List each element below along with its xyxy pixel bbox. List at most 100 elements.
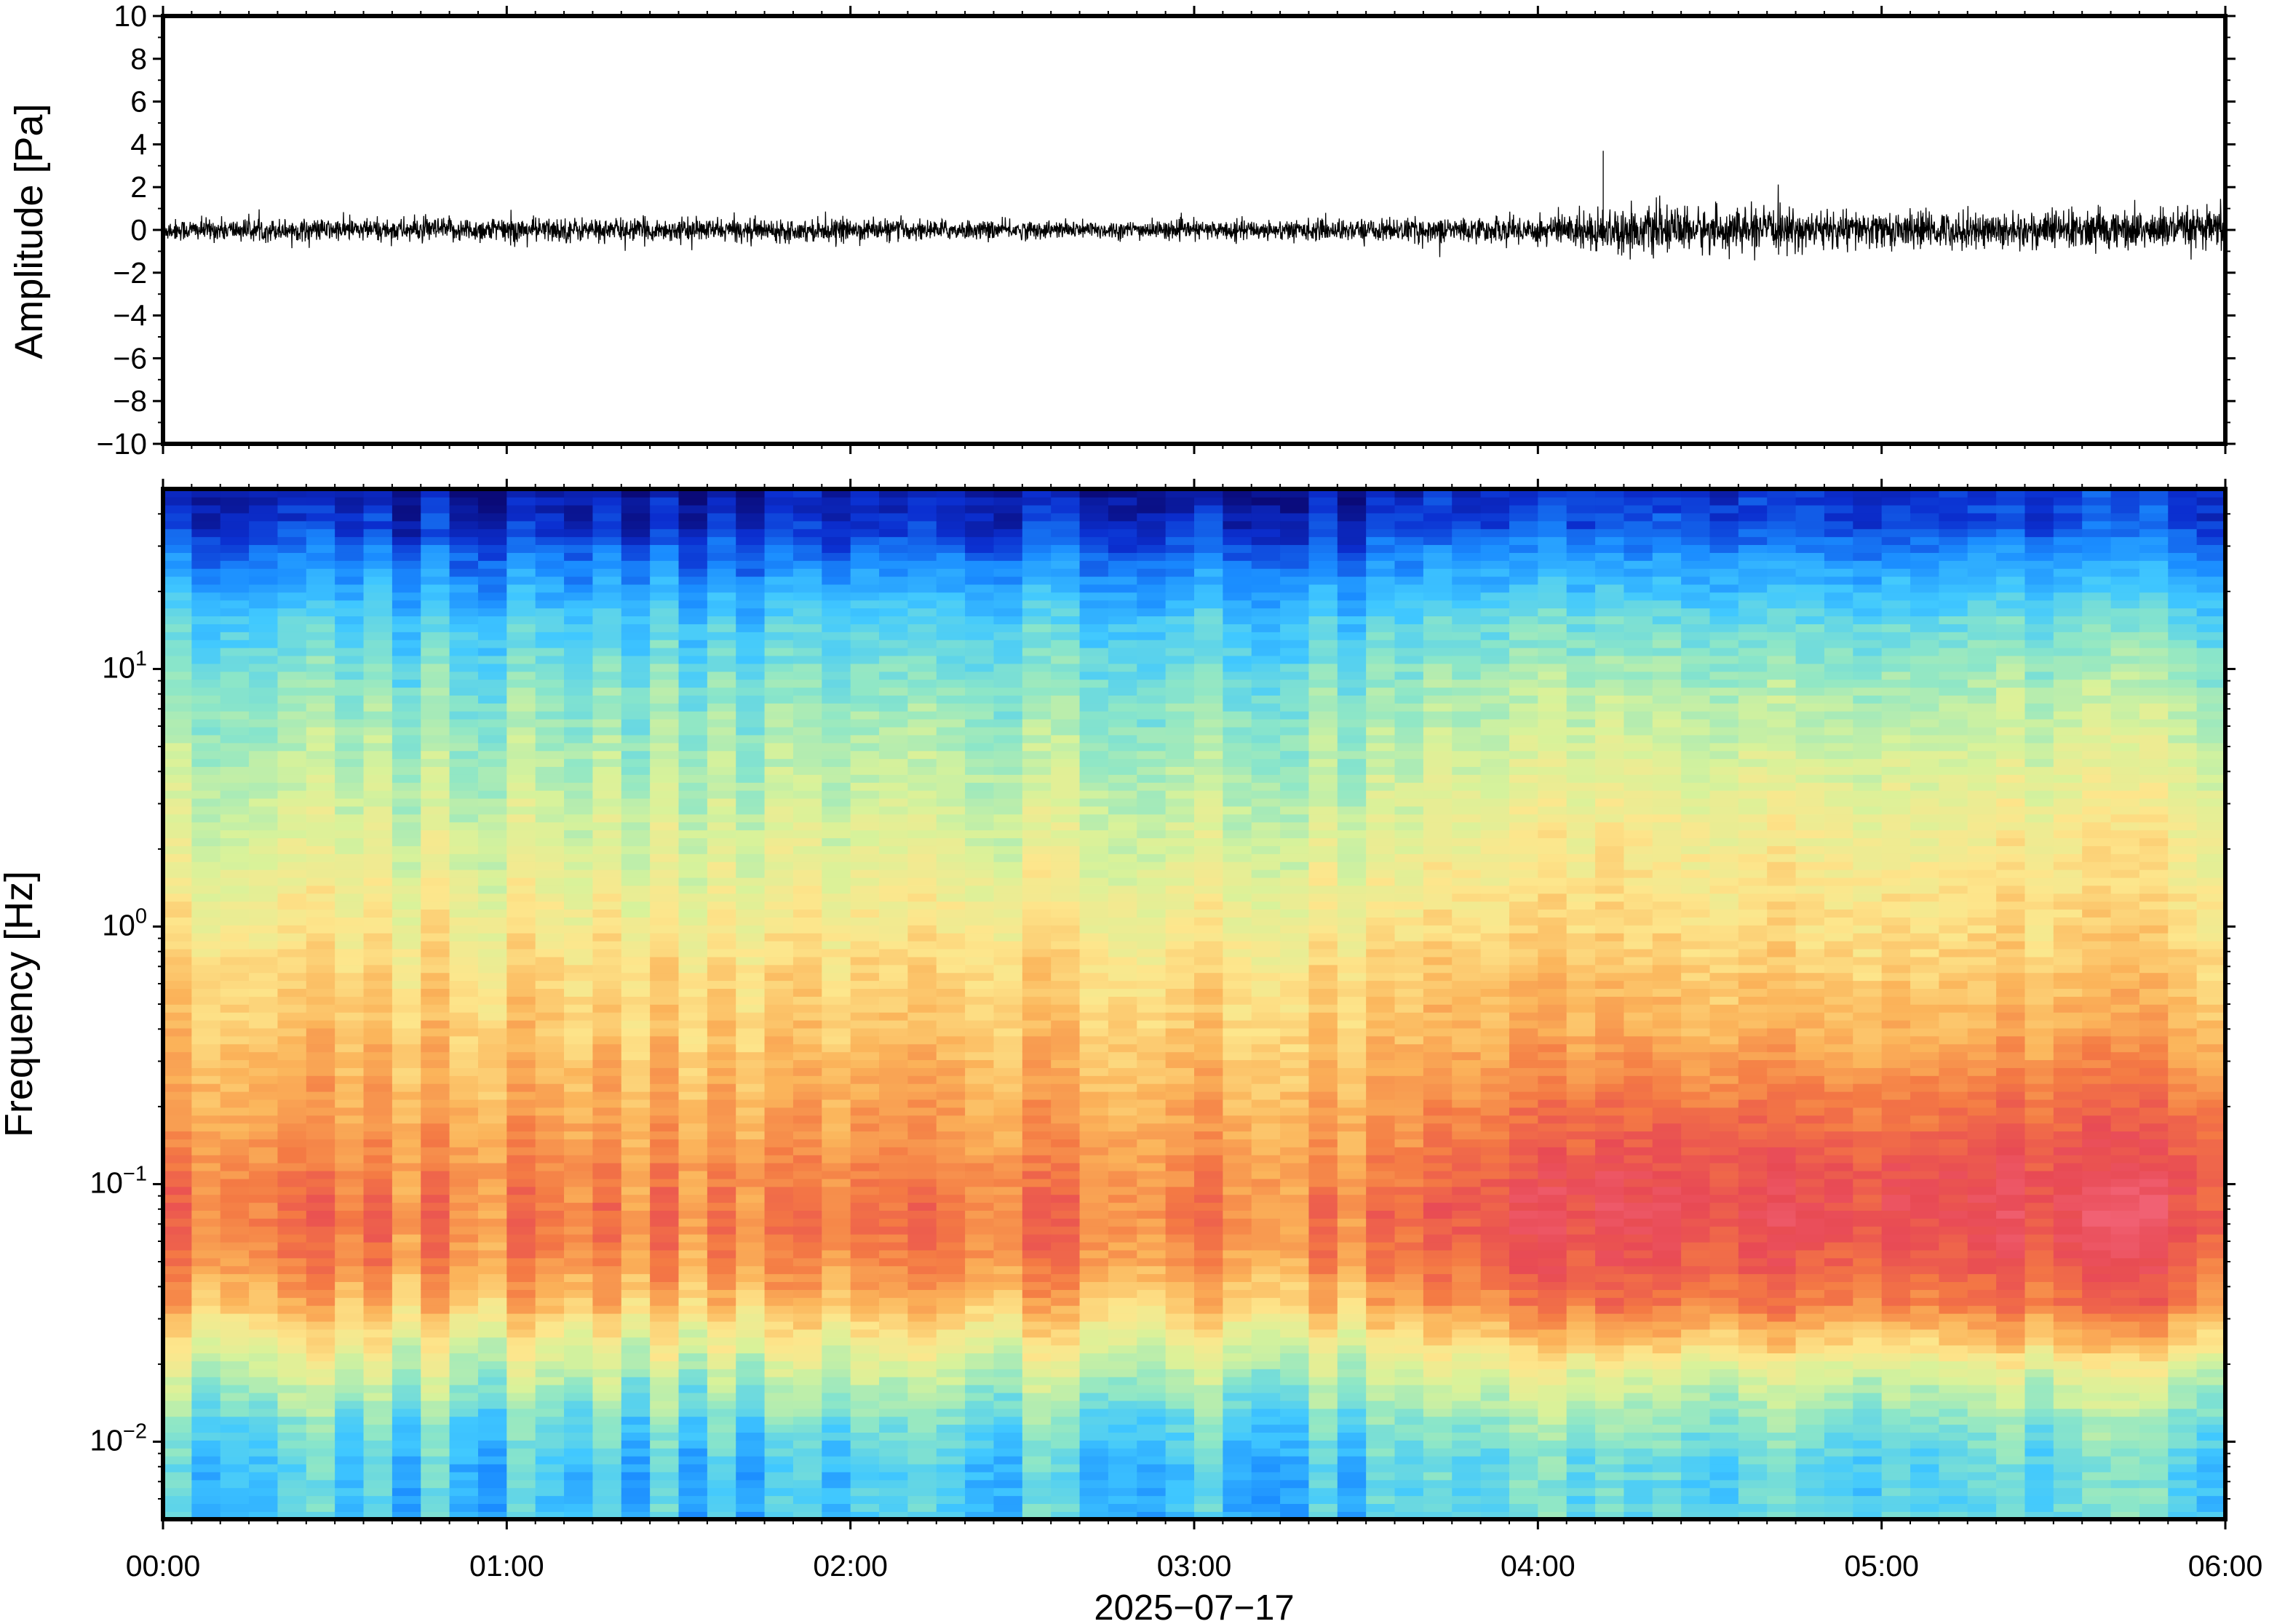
spectrogram-cell	[363, 1384, 393, 1393]
spectrogram-cell	[392, 805, 422, 815]
spectrogram-cell	[1137, 1257, 1167, 1267]
spectrogram-cell	[650, 821, 680, 831]
spectrogram-cell	[249, 710, 279, 720]
spectrogram-cell	[1079, 1305, 1109, 1314]
spectrogram-cell	[363, 742, 393, 752]
spectrogram-cell	[1051, 980, 1081, 990]
spectrogram-cell	[936, 1139, 966, 1147]
spectrogram-cell	[335, 647, 365, 656]
spectrogram-cell	[564, 1281, 594, 1290]
spectrogram-cell	[678, 1289, 708, 1298]
spectrogram-cell	[707, 1495, 737, 1505]
spectrogram-cell	[1051, 544, 1081, 553]
spectrogram-cell	[449, 1337, 479, 1346]
spectrogram-cell	[650, 1487, 680, 1497]
spectrogram-cell	[1108, 1051, 1138, 1061]
spectrogram-cell	[506, 1297, 536, 1306]
spectrogram-cell	[850, 797, 880, 807]
spectrogram-cell	[1137, 789, 1167, 799]
spectrogram-cell	[764, 829, 794, 839]
spectrogram-cell	[249, 869, 279, 878]
spectrogram-cell	[392, 845, 422, 854]
spectrogram-cell	[306, 1115, 335, 1124]
spectrogram-cell	[592, 663, 622, 672]
spectrogram-cell	[936, 956, 966, 966]
spectrogram-cell	[650, 1345, 680, 1354]
spectrogram-cell	[535, 504, 565, 514]
spectrogram-cell	[392, 893, 422, 902]
spectrogram-cell	[822, 869, 851, 878]
spectrogram-cell	[564, 695, 594, 704]
spectrogram-cell	[764, 1154, 794, 1163]
spectrogram-cell	[707, 568, 737, 577]
spectrogram-cell	[220, 1233, 250, 1243]
waveform-y-tick-label: 2	[130, 170, 147, 204]
spectrogram-cell	[220, 1123, 250, 1132]
spectrogram-cell	[1108, 1233, 1138, 1243]
spectrogram-cell	[1108, 496, 1138, 506]
spectrogram-cell	[592, 1019, 622, 1029]
spectrogram-cell	[1137, 1043, 1167, 1053]
waveform-y-axis-title: Amplitude [Pa]	[7, 103, 51, 359]
spectrogram-cell	[822, 861, 851, 870]
spectrogram-cell	[220, 1281, 250, 1290]
spectrogram-cell	[564, 520, 594, 530]
spectrogram-cell	[392, 1027, 422, 1037]
waveform-y-tick-label: 0	[130, 213, 147, 247]
spectrogram-cell	[163, 1424, 193, 1433]
spectrogram-cell	[707, 1471, 737, 1481]
spectrogram-cell	[506, 805, 536, 815]
spectrogram-cell	[1079, 1463, 1109, 1473]
spectrogram-cell	[736, 1455, 766, 1465]
spectrogram-cell	[363, 1210, 393, 1219]
spectrogram-cell	[564, 1463, 594, 1473]
spectrogram-cell	[1194, 734, 1224, 744]
spectrogram-cell	[1022, 964, 1052, 974]
spectrogram-cell	[993, 1123, 1023, 1132]
spectrogram-cell	[163, 1281, 193, 1290]
spectrogram-cell	[707, 782, 737, 791]
spectrogram-cell	[736, 1384, 766, 1393]
spectrogram-cell	[650, 909, 680, 918]
spectrogram-cell	[249, 639, 279, 648]
spectrogram-cell	[1108, 1361, 1138, 1369]
spectrogram-cell	[1137, 608, 1167, 617]
spectrogram-cell	[879, 1115, 909, 1124]
spectrogram-cell	[363, 1043, 393, 1053]
spectrogram-cell	[993, 1440, 1023, 1449]
spectrogram-cell	[1194, 632, 1224, 640]
spectrogram-cell	[363, 1107, 393, 1116]
spectrogram-cell	[220, 1313, 250, 1322]
spectrogram-cell	[1194, 980, 1224, 990]
spectrogram-cell	[592, 584, 622, 593]
spectrogram-cell	[1137, 1147, 1167, 1155]
spectrogram-cell	[363, 663, 393, 672]
spectrogram-cell	[678, 774, 708, 783]
spectrogram-cell	[707, 1361, 737, 1369]
spectrogram-cell	[879, 1004, 909, 1013]
spectrogram-cell	[965, 695, 995, 704]
spectrogram-cell	[1194, 1447, 1224, 1457]
spectrogram-cell	[363, 980, 393, 990]
spectrogram-cell	[965, 1432, 995, 1441]
spectrogram-cell	[191, 1202, 221, 1211]
spectrogram-cell	[736, 1487, 766, 1497]
spectrogram-cell	[220, 639, 250, 648]
spectrogram-cell	[249, 1432, 279, 1441]
spectrogram-cell	[564, 600, 594, 609]
spectrogram-cell	[163, 1400, 193, 1409]
spectrogram-cell	[678, 932, 708, 942]
spectrogram-cell	[792, 1447, 823, 1457]
spectrogram-cell	[736, 592, 766, 601]
spectrogram-cell	[506, 1361, 536, 1369]
spectrogram-cell	[993, 560, 1023, 569]
spectrogram-cell	[477, 1225, 508, 1235]
spectrogram-cell	[592, 528, 622, 538]
spectrogram-cell	[564, 608, 594, 617]
spectrogram-cell	[564, 639, 594, 648]
spectrogram-cell	[592, 1210, 622, 1219]
spectrogram-cell	[1165, 1432, 1195, 1441]
spectrogram-cell	[335, 1369, 365, 1377]
spectrogram-cell	[1165, 1353, 1195, 1361]
